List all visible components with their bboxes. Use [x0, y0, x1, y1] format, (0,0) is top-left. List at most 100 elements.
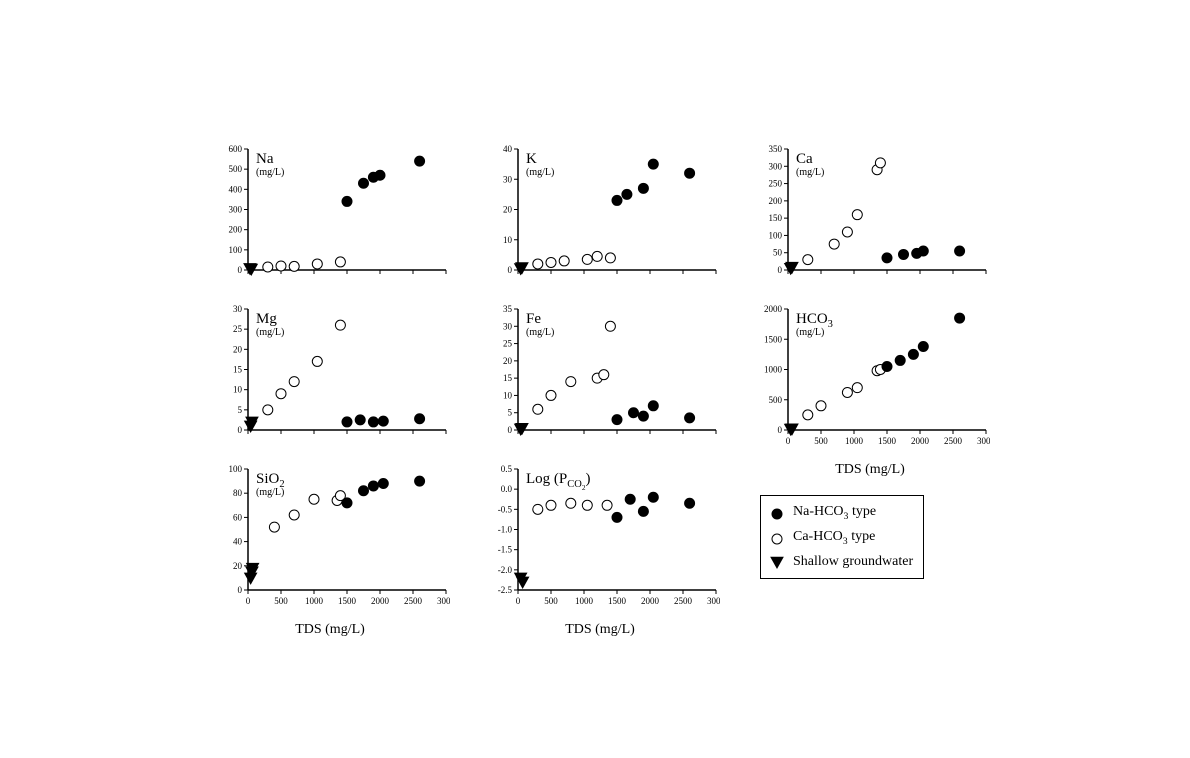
svg-text:1000: 1000	[845, 436, 864, 446]
svg-text:80: 80	[233, 488, 243, 498]
svg-text:500: 500	[229, 164, 243, 174]
svg-text:30: 30	[233, 305, 243, 314]
legend-label: Ca-HCO3 type	[793, 527, 875, 552]
svg-text:600: 600	[229, 145, 243, 154]
legend-label: Shallow groundwater	[793, 552, 913, 572]
panel-unit: (mg/L)	[796, 327, 824, 338]
svg-text:2000: 2000	[911, 436, 930, 446]
svg-text:200: 200	[769, 196, 783, 206]
svg-text:-1.5: -1.5	[498, 545, 513, 555]
svg-text:40: 40	[233, 537, 243, 547]
panel-hco3: 0 500 1000 1500 2000 0 500 1000 1500 2000 2500 3000…	[750, 305, 990, 485]
svg-text:100: 100	[769, 230, 783, 240]
svg-text:10: 10	[503, 235, 513, 245]
svg-text:1000: 1000	[764, 365, 783, 375]
svg-text:20: 20	[503, 356, 513, 366]
svg-text:300: 300	[229, 205, 243, 215]
svg-text:0.0: 0.0	[501, 484, 513, 494]
svg-text:2500: 2500	[944, 436, 963, 446]
legend-label: Na-HCO3 type	[793, 502, 876, 527]
svg-text:5: 5	[508, 408, 513, 418]
svg-text:0: 0	[238, 425, 243, 435]
svg-text:500: 500	[814, 436, 828, 446]
svg-text:35: 35	[503, 305, 513, 314]
svg-text:2500: 2500	[404, 596, 423, 606]
svg-text:2000: 2000	[371, 596, 390, 606]
svg-text:-2.0: -2.0	[498, 565, 513, 575]
svg-text:20: 20	[233, 344, 243, 354]
svg-text:2000: 2000	[764, 305, 783, 314]
svg-text:2500: 2500	[674, 596, 693, 606]
svg-text:5: 5	[238, 405, 243, 415]
svg-text:50: 50	[773, 248, 783, 258]
x-axis-label: TDS (mg/L)	[750, 462, 990, 478]
svg-text:0: 0	[778, 265, 783, 275]
svg-text:30: 30	[503, 174, 513, 184]
svg-text:20: 20	[233, 561, 243, 571]
panel-unit: (mg/L)	[796, 167, 824, 178]
x-axis-label: TDS (mg/L)	[210, 622, 450, 638]
svg-text:1500: 1500	[608, 596, 627, 606]
svg-text:10: 10	[503, 390, 513, 400]
panel-title: Log (PCO2)	[526, 471, 591, 492]
svg-text:15: 15	[233, 365, 243, 375]
panel-na: 0100200300400500600Na(mg/L)	[210, 145, 450, 290]
svg-text:10: 10	[233, 385, 243, 395]
panel-title: Ca	[796, 151, 813, 168]
svg-text:3000: 3000	[437, 596, 450, 606]
svg-text:0: 0	[508, 265, 513, 275]
svg-text:400: 400	[229, 184, 243, 194]
svg-text:0: 0	[246, 596, 251, 606]
svg-text:150: 150	[769, 213, 783, 223]
panel-title: Mg	[256, 311, 277, 328]
svg-text:1500: 1500	[338, 596, 357, 606]
svg-text:25: 25	[503, 339, 513, 349]
svg-text:0.5: 0.5	[501, 465, 513, 474]
svg-text:30: 30	[503, 321, 513, 331]
svg-text:-2.5: -2.5	[498, 585, 513, 595]
svg-text:60: 60	[233, 512, 243, 522]
panel-ca: 0 50 100 150 200 250 300 350 Ca(mg/L)	[750, 145, 990, 290]
svg-text:3000: 3000	[977, 436, 990, 446]
svg-text:20: 20	[503, 205, 513, 215]
panel-unit: (mg/L)	[526, 327, 554, 338]
svg-text:-1.0: -1.0	[498, 525, 513, 535]
svg-text:25: 25	[233, 324, 243, 334]
svg-text:0: 0	[516, 596, 521, 606]
panel-title: K	[526, 151, 537, 168]
svg-text:500: 500	[544, 596, 558, 606]
panel-unit: (mg/L)	[256, 327, 284, 338]
panel-title: Na	[256, 151, 274, 168]
panel-fe: 05101520253035Fe(mg/L)	[480, 305, 720, 450]
svg-text:0: 0	[778, 425, 783, 435]
legend-item: Na-HCO3 type	[769, 502, 913, 527]
legend-item: Shallow groundwater	[769, 552, 913, 572]
svg-text:250: 250	[769, 179, 783, 189]
svg-text:200: 200	[229, 225, 243, 235]
x-axis-label: TDS (mg/L)	[480, 622, 720, 638]
svg-text:0: 0	[238, 585, 243, 595]
svg-text:15: 15	[503, 373, 513, 383]
svg-text:350: 350	[769, 145, 783, 154]
panel-k: 0 10 20 30 40 K(mg/L)	[480, 145, 720, 290]
svg-text:40: 40	[503, 145, 513, 154]
legend-item: Ca-HCO3 type	[769, 527, 913, 552]
svg-text:2000: 2000	[641, 596, 660, 606]
svg-text:1500: 1500	[764, 334, 783, 344]
panel-unit: (mg/L)	[526, 167, 554, 178]
panel-sio2: 020406080100050010001500200025003000SiO2…	[210, 465, 450, 645]
svg-text:1500: 1500	[878, 436, 897, 446]
panel-unit: (mg/L)	[256, 487, 284, 498]
panel-mg: 0 5 10 15 20 25 30 Mg(mg/L)	[210, 305, 450, 450]
svg-text:1000: 1000	[575, 596, 594, 606]
svg-text:0: 0	[786, 436, 791, 446]
svg-text:0: 0	[508, 425, 513, 435]
svg-text:-0.5: -0.5	[498, 504, 513, 514]
svg-text:100: 100	[229, 245, 243, 255]
svg-text:100: 100	[229, 465, 243, 474]
svg-text:3000: 3000	[707, 596, 720, 606]
svg-text:500: 500	[274, 596, 288, 606]
svg-text:500: 500	[769, 395, 783, 405]
svg-text:300: 300	[769, 161, 783, 171]
svg-text:0: 0	[238, 265, 243, 275]
